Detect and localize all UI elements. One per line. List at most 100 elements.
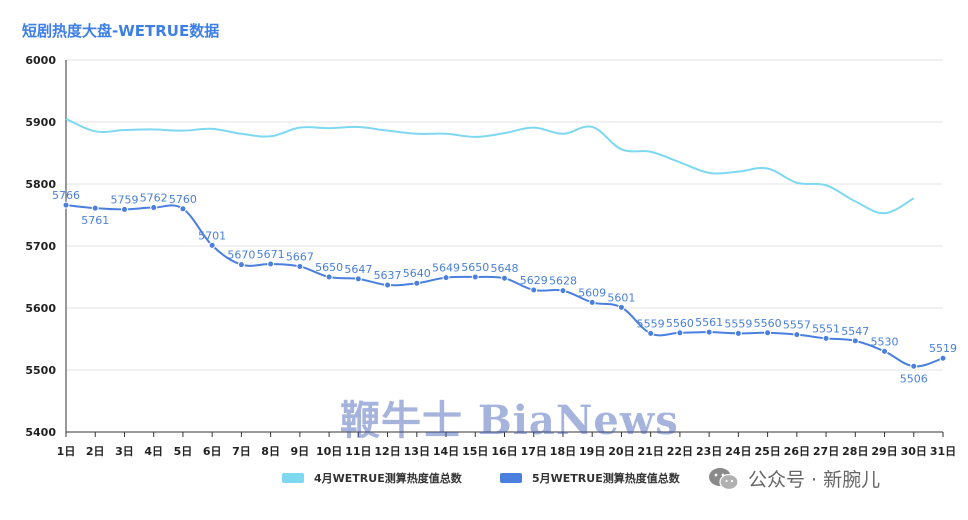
data-label: 5667 [286, 250, 314, 263]
legend-item-april[interactable]: 4月WETRUE测算热度值总数 [282, 470, 462, 486]
data-point-may [530, 286, 538, 294]
x-tick-label: 7日 [232, 445, 251, 458]
data-label: 5560 [666, 317, 694, 330]
y-axis: 5400 5500 5600 5700 5800 5900 6000 [25, 54, 67, 439]
data-point-may [822, 334, 830, 342]
wechat-account: 公众号 · 新腕儿 [708, 465, 880, 492]
x-tick-label: 8日 [261, 445, 280, 458]
grid-lines [66, 59, 943, 371]
data-label: 5609 [578, 286, 606, 299]
data-point-may [413, 279, 421, 287]
data-point-may [442, 274, 450, 282]
data-point-may [384, 281, 392, 289]
data-point-may [120, 205, 128, 213]
data-point-may [881, 347, 889, 355]
x-tick-label: 5日 [174, 445, 193, 458]
data-point-may [705, 328, 713, 336]
x-tick-label: 19日 [579, 445, 605, 458]
y-tick-label: 5900 [25, 116, 56, 129]
x-tick-label: 12日 [374, 445, 400, 458]
data-point-may [208, 241, 216, 249]
data-label: 5547 [841, 325, 869, 338]
x-tick-label: 28日 [842, 445, 868, 458]
legend-item-may[interactable]: 5月WETRUE测算热度值总数 [500, 470, 680, 486]
data-label: 5761 [81, 214, 109, 227]
x-tick-label: 16日 [491, 445, 517, 458]
data-label: 5551 [812, 322, 840, 335]
legend-label-may: 5月WETRUE测算热度值总数 [532, 472, 680, 485]
y-tick-label: 5500 [25, 364, 56, 377]
data-point-may [91, 204, 99, 212]
x-tick-label: 31日 [930, 445, 956, 458]
chart-title: 短剧热度大盘-WETRUE数据 [22, 22, 220, 40]
x-tick-label: 13日 [404, 445, 430, 458]
data-label: 5640 [403, 267, 431, 280]
x-tick-label: 20日 [608, 445, 634, 458]
x-tick-label: 26日 [784, 445, 810, 458]
data-point-may [267, 260, 275, 268]
data-point-may [851, 337, 859, 345]
data-point-may [471, 273, 479, 281]
legend-swatch-april [282, 473, 304, 483]
legend-label-april: 4月WETRUE测算热度值总数 [314, 472, 462, 485]
x-tick-label: 18日 [550, 445, 576, 458]
data-point-may [237, 261, 245, 269]
data-label: 5670 [227, 249, 255, 262]
data-label: 5601 [607, 291, 635, 304]
data-label: 5561 [695, 316, 723, 329]
x-tick-label: 9日 [291, 445, 310, 458]
data-label: 5760 [169, 193, 197, 206]
wechat-icon [709, 467, 739, 490]
data-label: 5629 [520, 274, 548, 287]
data-label: 5530 [871, 335, 899, 348]
wechat-account-name: 公众号 · 新腕儿 [748, 469, 881, 491]
y-tick-label: 5400 [25, 426, 56, 439]
x-tick-label: 3日 [115, 445, 134, 458]
data-point-may [296, 262, 304, 270]
x-tick-label: 11日 [345, 445, 371, 458]
data-label: 5647 [344, 263, 372, 276]
data-label: 5559 [724, 317, 752, 330]
watermark: 鞭牛士 BiaNews [340, 397, 679, 444]
data-label: 5506 [900, 372, 928, 385]
x-tick-label: 27日 [813, 445, 839, 458]
data-point-may [647, 329, 655, 337]
series-group [62, 117, 947, 370]
data-label: 5560 [754, 317, 782, 330]
x-tick-label: 10日 [316, 445, 342, 458]
x-tick-label: 6日 [203, 445, 222, 458]
x-tick-label: 2日 [86, 445, 105, 458]
legend-swatch-may [500, 473, 522, 483]
data-point-may [764, 329, 772, 337]
data-point-may [150, 204, 158, 212]
data-label: 5701 [198, 229, 226, 242]
data-label: 5519 [929, 342, 957, 355]
data-label: 5759 [110, 193, 138, 206]
data-label: 5650 [461, 261, 489, 274]
data-point-may [588, 298, 596, 306]
x-tick-label: 1日 [57, 445, 76, 458]
series-line-april [65, 117, 915, 215]
data-point-may [179, 205, 187, 213]
x-tick-label: 21日 [638, 445, 664, 458]
data-label: 5628 [549, 275, 577, 288]
data-point-may [559, 287, 567, 295]
x-tick-label: 22日 [667, 445, 693, 458]
data-label: 5650 [315, 261, 343, 274]
x-tick-label: 23日 [696, 445, 722, 458]
data-label: 5557 [783, 319, 811, 332]
data-label: 5762 [140, 192, 168, 205]
data-point-may [939, 354, 947, 362]
x-tick-label: 15日 [462, 445, 488, 458]
data-label: 5559 [637, 317, 665, 330]
y-tick-label: 5600 [25, 302, 56, 315]
x-tick-label: 4日 [144, 445, 163, 458]
x-axis: 1日 2日 3日 4日 5日 6日 7日 8日 9日 10日 11日 12日 13日 14日 15日 16日 1… [57, 431, 956, 458]
x-tick-label: 30日 [901, 445, 927, 458]
data-label: 5766 [52, 189, 80, 202]
data-label: 5648 [491, 262, 519, 275]
data-point-may [501, 274, 508, 282]
x-tick-label: 17日 [521, 445, 547, 458]
x-tick-label: 25日 [754, 445, 780, 458]
